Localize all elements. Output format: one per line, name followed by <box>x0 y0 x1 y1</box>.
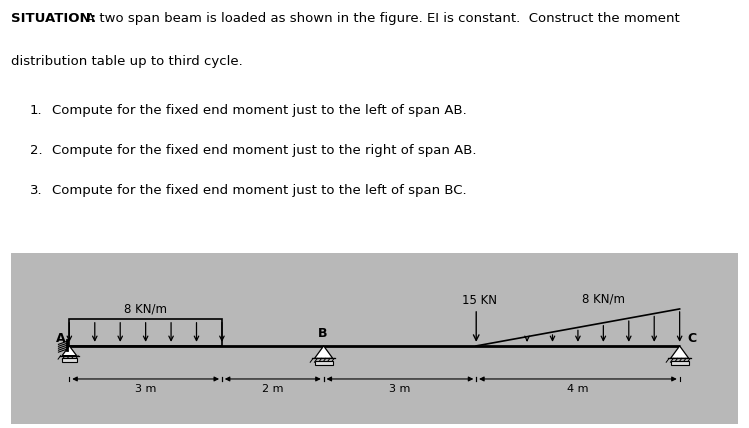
Text: Compute for the fixed end moment just to the right of span AB.: Compute for the fixed end moment just to… <box>52 144 477 157</box>
Polygon shape <box>315 346 333 358</box>
Text: 1.: 1. <box>30 104 43 117</box>
Bar <box>70 319 222 346</box>
Text: distribution table up to third cycle.: distribution table up to third cycle. <box>11 55 243 68</box>
Text: 15 KN: 15 KN <box>462 294 497 307</box>
Polygon shape <box>670 346 689 358</box>
Polygon shape <box>62 346 76 356</box>
Bar <box>62 358 76 362</box>
Text: 3 m: 3 m <box>389 384 410 394</box>
Text: 2.: 2. <box>30 144 43 157</box>
Text: SITUATION:: SITUATION: <box>11 12 96 25</box>
Text: 3 m: 3 m <box>135 384 157 394</box>
Text: 3.: 3. <box>30 184 43 197</box>
Text: Compute for the fixed end moment just to the left of span AB.: Compute for the fixed end moment just to… <box>52 104 467 117</box>
Text: A two span beam is loaded as shown in the figure. EI is constant.  Construct the: A two span beam is loaded as shown in th… <box>86 12 680 25</box>
Text: 2 m: 2 m <box>262 384 284 394</box>
Text: 4 m: 4 m <box>567 384 589 394</box>
Text: B: B <box>318 327 327 340</box>
Text: C: C <box>687 332 696 345</box>
Bar <box>670 362 689 366</box>
Text: A: A <box>56 332 66 345</box>
Text: 8 KN/m: 8 KN/m <box>124 303 167 315</box>
Text: 8 KN/m: 8 KN/m <box>582 293 625 306</box>
Bar <box>315 362 333 366</box>
Text: Compute for the fixed end moment just to the left of span BC.: Compute for the fixed end moment just to… <box>52 184 467 197</box>
